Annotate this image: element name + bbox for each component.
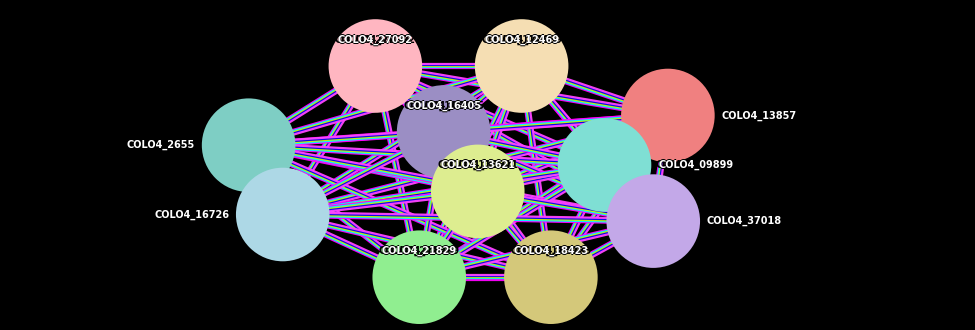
Text: COLO4_37018: COLO4_37018 <box>707 217 782 227</box>
Text: COLO4_16405: COLO4_16405 <box>410 100 484 111</box>
Text: COLO4_12469: COLO4_12469 <box>485 33 559 44</box>
Text: COLO4_21829: COLO4_21829 <box>378 246 454 256</box>
Ellipse shape <box>329 19 422 113</box>
Text: COLO4_13621: COLO4_13621 <box>441 161 515 171</box>
Text: COLO4_37018: COLO4_37018 <box>707 216 782 226</box>
Text: COLO4_12469: COLO4_12469 <box>485 35 559 46</box>
Text: COLO4_2655: COLO4_2655 <box>124 140 192 150</box>
Text: COLO4_13621: COLO4_13621 <box>441 160 515 170</box>
Text: COLO4_09899: COLO4_09899 <box>658 160 733 170</box>
Text: COLO4_16405: COLO4_16405 <box>407 99 481 110</box>
Text: COLO4_09899: COLO4_09899 <box>658 159 733 169</box>
Text: COLO4_12469: COLO4_12469 <box>488 34 562 45</box>
Text: COLO4_16726: COLO4_16726 <box>154 208 229 219</box>
Text: COLO4_2655: COLO4_2655 <box>127 139 195 149</box>
Text: COLO4_18423: COLO4_18423 <box>513 245 589 255</box>
Text: COLO4_2655: COLO4_2655 <box>130 140 198 150</box>
Ellipse shape <box>558 118 651 212</box>
Ellipse shape <box>606 174 700 268</box>
Ellipse shape <box>372 230 466 324</box>
Text: COLO4_16405: COLO4_16405 <box>407 101 481 112</box>
Text: COLO4_16405: COLO4_16405 <box>407 100 481 111</box>
Text: COLO4_16726: COLO4_16726 <box>151 209 226 220</box>
Text: COLO4_09899: COLO4_09899 <box>655 160 730 170</box>
Ellipse shape <box>236 168 330 261</box>
Text: COLO4_13857: COLO4_13857 <box>722 111 797 122</box>
Ellipse shape <box>621 69 715 162</box>
Text: COLO4_27092: COLO4_27092 <box>338 34 412 45</box>
Text: COLO4_13621: COLO4_13621 <box>438 160 512 170</box>
Text: COLO4_18423: COLO4_18423 <box>510 246 586 256</box>
Text: COLO4_21829: COLO4_21829 <box>381 247 457 257</box>
Text: COLO4_21829: COLO4_21829 <box>384 246 460 256</box>
Text: COLO4_12469: COLO4_12469 <box>482 34 556 45</box>
Text: COLO4_12469: COLO4_12469 <box>485 34 559 45</box>
Text: COLO4_18423: COLO4_18423 <box>513 246 589 256</box>
Text: COLO4_27092: COLO4_27092 <box>335 34 410 45</box>
Text: COLO4_37018: COLO4_37018 <box>707 215 782 225</box>
Ellipse shape <box>397 85 490 179</box>
Text: COLO4_09899: COLO4_09899 <box>661 160 736 170</box>
Text: COLO4_16726: COLO4_16726 <box>157 209 232 220</box>
Text: COLO4_13857: COLO4_13857 <box>719 110 794 121</box>
Text: COLO4_27092: COLO4_27092 <box>338 35 412 46</box>
Text: COLO4_18423: COLO4_18423 <box>516 246 592 256</box>
Text: COLO4_13621: COLO4_13621 <box>444 160 518 170</box>
Text: COLO4_37018: COLO4_37018 <box>704 216 779 226</box>
Text: COLO4_16726: COLO4_16726 <box>154 210 229 221</box>
Ellipse shape <box>431 145 525 238</box>
Text: COLO4_2655: COLO4_2655 <box>127 140 195 150</box>
Text: COLO4_21829: COLO4_21829 <box>381 246 457 256</box>
Text: COLO4_18423: COLO4_18423 <box>513 247 589 257</box>
Text: COLO4_13857: COLO4_13857 <box>722 109 797 120</box>
Ellipse shape <box>504 230 598 324</box>
Text: COLO4_27092: COLO4_27092 <box>341 34 415 45</box>
Ellipse shape <box>202 98 295 192</box>
Text: COLO4_09899: COLO4_09899 <box>658 161 733 171</box>
Text: COLO4_16726: COLO4_16726 <box>154 209 229 220</box>
Text: COLO4_2655: COLO4_2655 <box>127 141 195 151</box>
Text: COLO4_27092: COLO4_27092 <box>338 33 412 44</box>
Text: COLO4_21829: COLO4_21829 <box>381 245 457 255</box>
Text: COLO4_37018: COLO4_37018 <box>710 216 785 226</box>
Text: COLO4_13621: COLO4_13621 <box>441 159 515 169</box>
Ellipse shape <box>475 19 568 113</box>
Text: COLO4_16405: COLO4_16405 <box>404 100 478 111</box>
Text: COLO4_13857: COLO4_13857 <box>724 110 799 121</box>
Text: COLO4_13857: COLO4_13857 <box>722 110 797 121</box>
